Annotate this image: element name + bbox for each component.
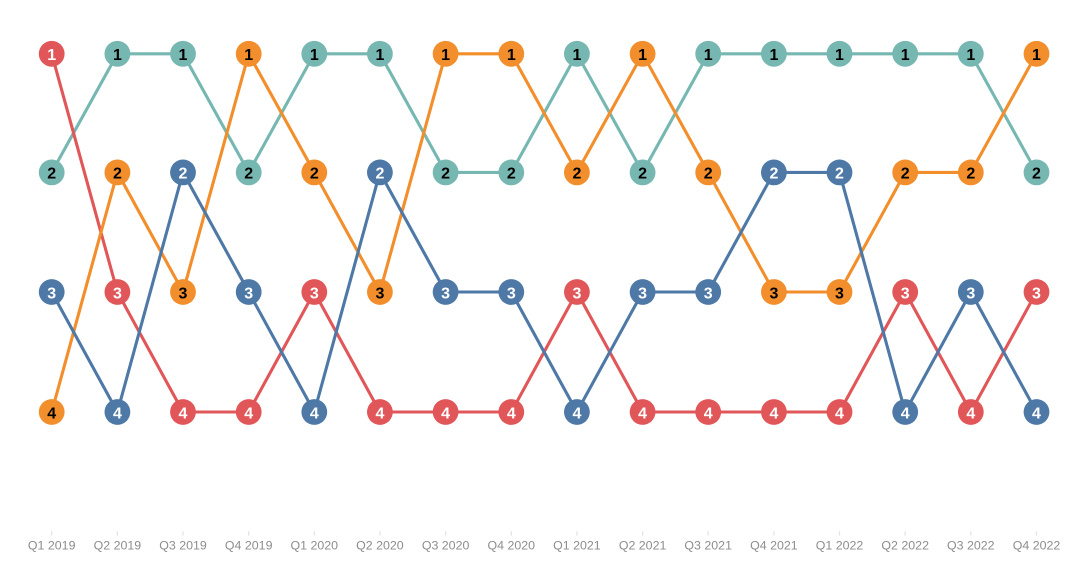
svg-text:2: 2: [638, 166, 647, 183]
svg-text:2: 2: [572, 166, 581, 183]
svg-text:1: 1: [704, 47, 713, 64]
svg-text:3: 3: [901, 285, 910, 302]
svg-text:Q3 2022: Q3 2022: [947, 539, 995, 553]
svg-text:1: 1: [769, 47, 778, 64]
svg-text:3: 3: [310, 285, 319, 302]
svg-text:3: 3: [179, 285, 188, 302]
svg-text:4: 4: [769, 405, 778, 422]
svg-text:4: 4: [901, 405, 910, 422]
svg-text:3: 3: [441, 285, 450, 302]
svg-text:Q1 2022: Q1 2022: [816, 539, 864, 553]
svg-text:Q3 2019: Q3 2019: [159, 539, 207, 553]
svg-text:1: 1: [638, 47, 647, 64]
svg-text:4: 4: [310, 405, 319, 422]
svg-text:1: 1: [966, 47, 975, 64]
svg-text:Q4 2019: Q4 2019: [225, 539, 273, 553]
svg-text:1: 1: [441, 47, 450, 64]
svg-text:3: 3: [1032, 285, 1041, 302]
svg-text:4: 4: [835, 405, 844, 422]
svg-text:3: 3: [704, 285, 713, 302]
svg-text:Q4 2020: Q4 2020: [488, 539, 536, 553]
svg-text:1: 1: [47, 47, 56, 64]
svg-text:2: 2: [769, 166, 778, 183]
svg-text:Q4 2022: Q4 2022: [1013, 539, 1061, 553]
svg-text:1: 1: [835, 47, 844, 64]
svg-text:3: 3: [47, 285, 56, 302]
svg-text:1: 1: [375, 47, 384, 64]
svg-text:1: 1: [507, 47, 516, 64]
svg-text:1: 1: [244, 47, 253, 64]
svg-text:3: 3: [966, 285, 975, 302]
svg-text:Q1 2020: Q1 2020: [291, 539, 339, 553]
svg-text:3: 3: [507, 285, 516, 302]
svg-text:2: 2: [901, 166, 910, 183]
svg-text:4: 4: [572, 405, 581, 422]
svg-text:1: 1: [179, 47, 188, 64]
svg-text:4: 4: [1032, 405, 1041, 422]
svg-text:4: 4: [638, 405, 647, 422]
svg-text:4: 4: [441, 405, 450, 422]
svg-text:Q2 2019: Q2 2019: [94, 539, 142, 553]
svg-text:3: 3: [638, 285, 647, 302]
svg-text:2: 2: [507, 166, 516, 183]
svg-text:2: 2: [47, 166, 56, 183]
svg-text:2: 2: [113, 166, 122, 183]
svg-text:4: 4: [244, 405, 253, 422]
svg-text:Q3 2021: Q3 2021: [684, 539, 732, 553]
svg-text:1: 1: [113, 47, 122, 64]
svg-text:3: 3: [244, 285, 253, 302]
svg-text:Q1 2021: Q1 2021: [553, 539, 601, 553]
svg-text:2: 2: [179, 166, 188, 183]
svg-text:1: 1: [1032, 47, 1041, 64]
svg-text:4: 4: [113, 405, 122, 422]
svg-text:Q2 2022: Q2 2022: [881, 539, 929, 553]
svg-text:3: 3: [769, 285, 778, 302]
svg-text:2: 2: [441, 166, 450, 183]
svg-text:4: 4: [375, 405, 384, 422]
svg-text:2: 2: [704, 166, 713, 183]
svg-text:Q3 2020: Q3 2020: [422, 539, 470, 553]
svg-text:2: 2: [1032, 166, 1041, 183]
svg-text:3: 3: [113, 285, 122, 302]
svg-text:3: 3: [835, 285, 844, 302]
svg-text:Q2 2021: Q2 2021: [619, 539, 667, 553]
svg-text:2: 2: [244, 166, 253, 183]
svg-text:Q2 2020: Q2 2020: [356, 539, 404, 553]
svg-text:2: 2: [310, 166, 319, 183]
svg-text:1: 1: [310, 47, 319, 64]
svg-text:2: 2: [375, 166, 384, 183]
svg-text:4: 4: [704, 405, 713, 422]
svg-text:2: 2: [835, 166, 844, 183]
svg-text:2: 2: [966, 166, 975, 183]
svg-text:Q1 2019: Q1 2019: [28, 539, 76, 553]
svg-text:3: 3: [572, 285, 581, 302]
svg-text:Q4 2021: Q4 2021: [750, 539, 798, 553]
svg-text:1: 1: [572, 47, 581, 64]
svg-text:1: 1: [901, 47, 910, 64]
svg-text:4: 4: [966, 405, 975, 422]
svg-text:4: 4: [507, 405, 516, 422]
svg-text:4: 4: [179, 405, 188, 422]
svg-text:3: 3: [375, 285, 384, 302]
svg-text:4: 4: [47, 405, 56, 422]
